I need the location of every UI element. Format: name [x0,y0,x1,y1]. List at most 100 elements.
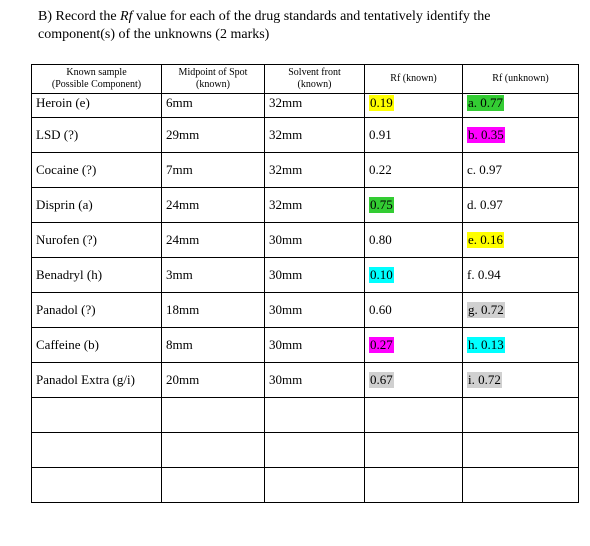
cell-midpoint: 18mm [161,292,265,328]
highlight-yellow: 0.19 [369,95,394,111]
cell-midpoint: 24mm [161,187,265,223]
rf-results-table: Known sample (Possible Component) Midpoi… [31,64,579,503]
cell-sample: Benadryl (h) [31,257,162,293]
cell-sample: Panadol (?) [31,292,162,328]
table-row: Panadol Extra (g/i) 20mm 30mm 0.67 i. 0.… [31,362,579,398]
question-line-1-start: B) Record the [38,9,121,24]
table-row: Panadol (?) 18mm 30mm 0.60 g. 0.72 [31,292,579,328]
cell-midpoint: 8mm [161,327,265,363]
cell-midpoint: 24mm [161,222,265,258]
rf-term: Rf [120,9,133,24]
table-header-row: Known sample (Possible Component) Midpoi… [31,64,579,94]
cell-solvent: 30mm [264,222,365,258]
cell-rf-unknown: e. 0.16 [462,222,579,258]
question-text: B) Record the Rf value for each of the d… [38,8,578,44]
header-solvent-front: Solvent front (known) [264,64,365,94]
cell-sample: Caffeine (b) [31,327,162,363]
question-line-2: component(s) of the unknowns (2 marks) [38,27,270,42]
cell-rf-unknown: g. 0.72 [462,292,579,328]
empty-cell [31,432,162,468]
empty-cell [31,397,162,433]
header-known-sample: Known sample (Possible Component) [31,64,162,94]
cell-rf-known: 0.22 [364,152,463,188]
highlight-green: a. 0.77 [467,95,505,111]
header-midpoint-line2: (known) [196,79,230,90]
cell-solvent: 32mm [264,152,365,188]
cell-sample: Panadol Extra (g/i) [31,362,162,398]
question-line-1: B) Record the Rf value for each of the d… [38,8,578,26]
highlight-cyan: 0.10 [369,267,394,283]
cell-solvent: 32mm [264,93,365,118]
cell-rf-known: 0.10 [364,257,463,293]
cell-midpoint: 29mm [161,117,265,153]
highlight-gray: i. 0.72 [467,372,502,388]
cell-solvent: 30mm [264,327,365,363]
cell-rf-unknown: a. 0.77 [462,93,579,118]
cell-rf-unknown: h. 0.13 [462,327,579,363]
highlight-green: 0.75 [369,197,394,213]
cell-midpoint: 3mm [161,257,265,293]
empty-cell [161,397,265,433]
empty-cell [364,467,463,503]
highlight-gray: g. 0.72 [467,302,505,318]
table-row: Benadryl (h) 3mm 30mm 0.10 f. 0.94 [31,257,579,293]
question-line-1-end: value for each of the drug standards and… [132,9,491,24]
empty-row [31,432,579,468]
cell-rf-known: 0.67 [364,362,463,398]
cell-solvent: 30mm [264,257,365,293]
empty-cell [264,397,365,433]
cell-rf-known: 0.19 [364,93,463,118]
highlight-cyan: h. 0.13 [467,337,505,353]
empty-cell [264,467,365,503]
empty-cell [462,397,579,433]
empty-row [31,467,579,503]
cell-solvent: 30mm [264,362,365,398]
cell-rf-unknown: f. 0.94 [462,257,579,293]
cell-rf-known: 0.60 [364,292,463,328]
highlight-magenta: b. 0.35 [467,127,505,143]
empty-cell [462,432,579,468]
header-known-sample-line1: Known sample [66,67,127,78]
table-row: Disprin (a) 24mm 32mm 0.75 d. 0.97 [31,187,579,223]
cell-midpoint: 20mm [161,362,265,398]
table-row: Nurofen (?) 24mm 30mm 0.80 e. 0.16 [31,222,579,258]
cell-sample: Disprin (a) [31,187,162,223]
cell-sample: Cocaine (?) [31,152,162,188]
cell-rf-unknown: b. 0.35 [462,117,579,153]
empty-cell [161,432,265,468]
cell-rf-known: 0.91 [364,117,463,153]
cell-sample: Heroin (e) [31,93,162,118]
table-row: Heroin (e) 6mm 32mm 0.19 a. 0.77 [31,93,579,118]
highlight-gray: 0.67 [369,372,394,388]
header-solvent-line1: Solvent front [288,67,341,78]
empty-cell [462,467,579,503]
header-midpoint: Midpoint of Spot (known) [161,64,265,94]
header-rf-unknown: Rf (unknown) [462,64,579,94]
header-solvent-line2: (known) [297,79,332,90]
table-row: Cocaine (?) 7mm 32mm 0.22 c. 0.97 [31,152,579,188]
cell-rf-known: 0.27 [364,327,463,363]
empty-cell [31,467,162,503]
header-midpoint-line1: Midpoint of Spot [178,67,248,78]
cell-midpoint: 7mm [161,152,265,188]
empty-cell [161,467,265,503]
table-row: LSD (?) 29mm 32mm 0.91 b. 0.35 [31,117,579,153]
cell-solvent: 30mm [264,292,365,328]
empty-cell [364,432,463,468]
cell-rf-unknown: d. 0.97 [462,187,579,223]
header-rf-known: Rf (known) [364,64,463,94]
cell-sample-text: Panadol Extra (g/i) [36,372,135,387]
highlight-magenta: 0.27 [369,337,394,353]
empty-cell [264,432,365,468]
header-known-sample-line2: (Possible Component) [51,79,142,90]
cell-rf-unknown: c. 0.97 [462,152,579,188]
cell-sample: Nurofen (?) [31,222,162,258]
cell-sample: LSD (?) [31,117,162,153]
empty-cell [364,397,463,433]
cell-midpoint: 6mm [161,93,265,118]
highlight-yellow: e. 0.16 [467,232,505,248]
cell-rf-known: 0.80 [364,222,463,258]
cell-solvent: 32mm [264,187,365,223]
table-row: Caffeine (b) 8mm 30mm 0.27 h. 0.13 [31,327,579,363]
cell-rf-unknown: i. 0.72 [462,362,579,398]
